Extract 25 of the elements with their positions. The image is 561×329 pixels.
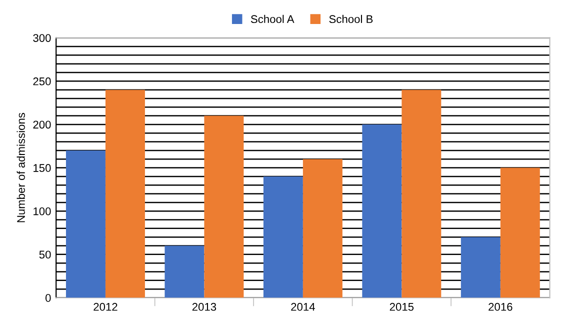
bar xyxy=(66,150,106,298)
y-tick-label: 100 xyxy=(34,207,51,216)
y-tick-label: 250 xyxy=(33,77,51,86)
legend-label: School B xyxy=(329,14,373,24)
x-tick-label: 2015 xyxy=(390,302,414,311)
bar xyxy=(402,90,442,298)
y-axis-title: Number of admissions xyxy=(16,112,25,222)
y-tick-label: 200 xyxy=(33,120,51,129)
y-tick-label: 300 xyxy=(33,34,51,42)
bar xyxy=(302,159,342,298)
x-tick-label: 2016 xyxy=(488,302,512,311)
x-tick-label: 2012 xyxy=(94,302,118,311)
bar xyxy=(460,237,500,298)
bar xyxy=(204,116,244,298)
bar xyxy=(362,124,402,298)
bar xyxy=(500,168,540,298)
legend-label: School A xyxy=(250,14,294,24)
x-tick-label: 2013 xyxy=(192,302,216,311)
y-tick-label: 150 xyxy=(34,164,51,172)
bar xyxy=(105,90,145,298)
x-tick-label: 2014 xyxy=(291,302,315,311)
bar xyxy=(164,246,204,298)
bar xyxy=(263,176,303,298)
y-tick-label: 50 xyxy=(39,250,51,259)
y-tick-label: 0 xyxy=(45,294,51,302)
